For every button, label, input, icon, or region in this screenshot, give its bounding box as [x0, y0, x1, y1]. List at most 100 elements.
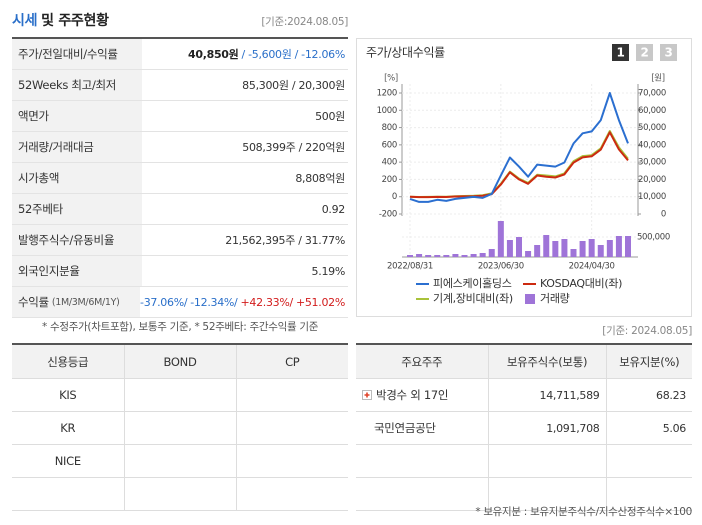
label: 발행주식수/유동비율 — [12, 225, 142, 255]
shares: 14,711,589 — [487, 378, 607, 412]
note: * 보유지분 : 보유지분주식수/지수산정주식수×100 — [475, 506, 692, 518]
base-date: [기준: 2024.08.05] — [602, 325, 692, 337]
price: 40,850원 — [188, 48, 239, 61]
volume-bar — [479, 253, 486, 257]
row: 52Weeks 최고/최저 85,300원 / 20,300원 — [12, 70, 348, 101]
quote-table: 주가/전일대비/수익률 40,850원 / -5,600원 / -12.06% 52W… — [12, 37, 348, 318]
x-tick-label: 2022/08/31 — [387, 262, 433, 272]
volume-bar — [497, 221, 504, 257]
volume-bar — [625, 236, 631, 257]
agency: KIS — [12, 378, 125, 412]
label: 52Weeks 최고/최저 — [12, 70, 142, 100]
y-tick-label: 400 — [382, 158, 397, 168]
y3-tick-label: 500,000 — [637, 233, 670, 243]
row: 외국인지분율 5.19% — [12, 256, 348, 287]
credit-table: 신용등급 BOND CP KIS KR NICE — [12, 343, 348, 511]
cell — [123, 378, 237, 412]
change-rate: / -12.06% — [294, 48, 346, 61]
return: +42.33%/ — [240, 295, 293, 309]
y-tick-label: 200 — [382, 175, 397, 185]
chart-panel — [356, 38, 692, 317]
row: 52주베타 0.92 — [12, 194, 348, 225]
legend-label: 거래량 — [540, 292, 570, 305]
y2-tick-label: 60,000 — [638, 106, 666, 116]
agency: KR — [12, 411, 125, 445]
header-cell: 신용등급 — [12, 344, 125, 379]
y-tick-label: 1000 — [377, 106, 397, 116]
label: 시가총액 — [12, 163, 142, 193]
chart: 주가/상대수익률 1 2 3 [%] [원] -200 0 200 400 600 800… — [366, 44, 677, 305]
stake: 68.23 — [605, 378, 692, 412]
row: 주가/전일대비/수익률 40,850원 / -5,600원 / -12.06% — [12, 39, 348, 70]
y-axis-unit: [%] — [384, 74, 398, 84]
volume-bar — [606, 240, 613, 257]
row: KIS — [12, 378, 348, 412]
header-cell: 보유주식수(보통) — [487, 344, 607, 379]
y-tick-label: 0 — [392, 192, 397, 202]
y2-tick-label: 30,000 — [638, 158, 666, 168]
header-cell: 주요주주 — [356, 344, 489, 379]
volume-bar — [552, 241, 559, 257]
return: -12.34%/ — [190, 295, 238, 309]
period-button[interactable]: 1 — [616, 46, 624, 60]
value: 40,850원 / -5,600원 / -12.06% — [142, 46, 348, 62]
note: * 수정주가(차트포함), 보통주 기준, * 52주베타: 주간수익률 기준 — [42, 321, 319, 333]
y2-tick-label: 50,000 — [638, 123, 666, 133]
value: -37.06%/-12.34%/+42.33%/+51.02% — [140, 296, 348, 309]
volume-bar — [506, 240, 513, 257]
period-button[interactable]: 3 — [664, 46, 672, 60]
holder[interactable]: 박경수 외 17인 — [356, 378, 489, 412]
row: 거래량/거래대금 508,399주 / 220억원 — [12, 132, 348, 163]
label: 수익률 (1M/3M/6M/1Y) — [12, 287, 141, 317]
legend-swatch — [525, 294, 535, 304]
section-title: 시세 및 주주현황 — [12, 10, 109, 30]
series-line — [409, 92, 629, 203]
volume-bar — [525, 251, 532, 257]
row — [12, 477, 348, 511]
value: 8,808억원 — [295, 172, 345, 185]
label: 액면가 — [12, 101, 142, 131]
value: 0.92 — [321, 202, 346, 216]
volume-bar — [561, 239, 568, 257]
value: 500원 — [315, 110, 345, 123]
y2-tick-label: 0 — [661, 210, 666, 220]
row: 액면가 500원 — [12, 101, 348, 132]
value: 85,300원 / 20,300원 — [242, 79, 345, 92]
y-tick-label: -200 — [379, 210, 397, 220]
period-button[interactable]: 2 — [640, 46, 648, 60]
y2-tick-label: 70,000 — [638, 89, 666, 99]
volume-bar — [615, 236, 622, 257]
stake: 5.06 — [605, 411, 692, 445]
title-highlight: 시세 — [12, 13, 38, 29]
cell — [356, 477, 489, 511]
header-cell: 보유지분(%) — [605, 344, 692, 379]
cell — [235, 444, 348, 478]
holder-name: 국민연금공단 — [356, 411, 489, 445]
row: 박경수 외 17인 14,711,589 68.23 — [356, 378, 692, 412]
label: 외국인지분율 — [12, 256, 142, 286]
cell — [487, 477, 607, 511]
row — [356, 477, 692, 511]
cell — [235, 378, 348, 412]
volume-bar — [543, 235, 550, 257]
volume-bar — [425, 255, 432, 257]
expand-icon[interactable] — [362, 390, 372, 400]
button-bg[interactable] — [612, 44, 629, 61]
row: 발행주식수/유동비율 21,562,395주 / 31.77% — [12, 225, 348, 256]
header-row: 신용등급 BOND CP — [12, 344, 348, 379]
y2-tick-label: 40,000 — [638, 140, 666, 150]
button-bg[interactable] — [636, 44, 653, 61]
chart-title: 주가/상대수익률 — [366, 46, 445, 60]
holder-name[interactable]: 박경수 외 17인 — [376, 388, 449, 402]
button-bg[interactable] — [660, 44, 677, 61]
cell — [123, 444, 237, 478]
value: 508,399주 / 220억원 — [242, 141, 345, 154]
cell — [487, 444, 607, 478]
volume-bar — [416, 254, 423, 257]
header-cell: CP — [235, 344, 348, 379]
volume-bar — [570, 249, 577, 257]
row: 수익률 (1M/3M/6M/1Y) -37.06%/-12.34%/+42.33%/… — [12, 287, 348, 318]
cell — [356, 444, 489, 478]
label-main: 수익률 — [18, 295, 49, 309]
x-tick-label: 2024/04/30 — [569, 262, 615, 272]
